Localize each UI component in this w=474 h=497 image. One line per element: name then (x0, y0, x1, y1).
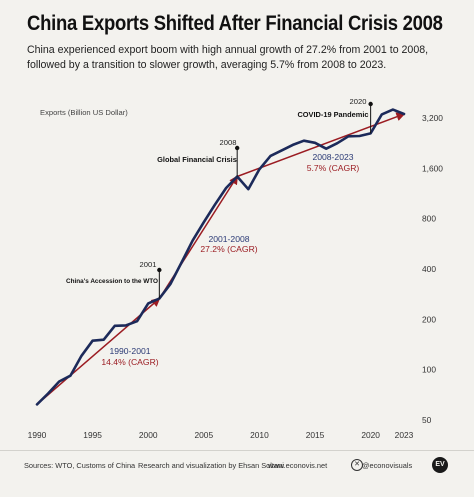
annotation-dot (368, 101, 373, 107)
y-tick-label: 100 (422, 365, 436, 375)
trend-rate-label: 5.7% (CAGR) (307, 163, 360, 173)
footer-site-link[interactable]: www.econovis.net (268, 461, 328, 470)
x-tick-label: 2015 (306, 430, 325, 440)
annotation-year: 2008 (220, 138, 237, 147)
y-tick-label: 3,200 (422, 113, 443, 123)
x-tick-label: 2010 (250, 430, 269, 440)
trend-period-label: 2001-2008 (208, 234, 249, 244)
page-title: China Exports Shifted After Financial Cr… (27, 12, 443, 35)
y-tick-label: 1,600 (422, 163, 443, 173)
trend-rate-label: 27.2% (CAGR) (200, 244, 257, 254)
annotation-year: 2020 (350, 97, 367, 106)
trend-period-label: 1990-2001 (109, 346, 150, 356)
trend-rate-label: 14.4% (CAGR) (101, 357, 158, 367)
annotation-text: COVID-19 Pandemic (297, 110, 368, 119)
x-tick-label: 2000 (139, 430, 158, 440)
page-subtitle: China experienced export boom with high … (27, 44, 429, 71)
x-tick-label: 2005 (194, 430, 213, 440)
annotation-year: 2001 (140, 260, 157, 269)
y-axis-label: Exports (Billion US Dollar) (40, 108, 128, 117)
y-tick-label: 800 (422, 214, 436, 224)
trend-period-label: 2008-2023 (312, 152, 353, 162)
annotation-dot (234, 145, 240, 151)
annotation-dot (157, 267, 162, 273)
footer-social-handle[interactable]: @econovisuals (362, 461, 413, 470)
series-line-exports (35, 108, 406, 406)
footer-sources: Sources: WTO, Customs of China (24, 461, 136, 470)
footer: Sources: WTO, Customs of China Research … (0, 450, 474, 497)
x-tick-label: 1995 (83, 430, 102, 440)
x-tick-label: 2023 (395, 430, 414, 440)
footer-credit: Research and visualization by Ehsan Solt… (138, 461, 284, 470)
x-tick-label: 2020 (361, 430, 380, 440)
y-tick-label: 50 (422, 415, 432, 425)
y-tick-label: 200 (422, 314, 436, 324)
x-tick-label: 1990 (28, 430, 47, 440)
y-tick-label: 400 (422, 264, 436, 274)
annotation-text: Global Financial Crisis (157, 155, 237, 164)
x-icon[interactable]: ✕ (351, 459, 363, 471)
brand-logo-icon: EV (432, 457, 448, 473)
annotation-text: China's Accession to the WTO (66, 278, 158, 285)
